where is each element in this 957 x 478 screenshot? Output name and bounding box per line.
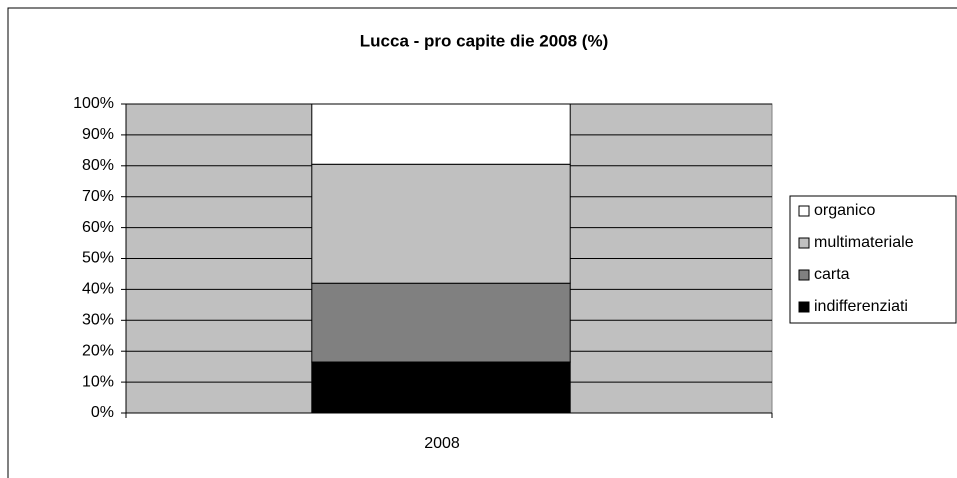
legend-box — [789, 195, 957, 324]
legend-swatch — [798, 301, 810, 313]
y-tick-label: 100% — [73, 95, 114, 112]
legend-label: organico — [814, 202, 875, 219]
y-tick-label: 70% — [82, 188, 114, 205]
x-tick-label: 2008 — [424, 435, 460, 452]
legend-swatch — [798, 269, 810, 281]
y-tick-label: 80% — [82, 157, 114, 174]
y-tick-label: 20% — [82, 342, 114, 359]
y-tick-label: 0% — [91, 404, 114, 421]
bar-segment — [311, 282, 571, 363]
legend-label: multimateriale — [814, 234, 914, 251]
y-tick-label: 40% — [82, 281, 114, 298]
chart-frame — [7, 7, 957, 478]
bar-segment — [311, 163, 571, 284]
y-tick-label: 50% — [82, 250, 114, 267]
legend-label: indifferenziati — [814, 298, 908, 315]
legend-swatch — [798, 205, 810, 217]
y-tick-label: 10% — [82, 373, 114, 390]
chart-title: Lucca - pro capite die 2008 (%) — [360, 31, 608, 50]
legend-label: carta — [814, 266, 850, 283]
y-tick-label: 30% — [82, 312, 114, 329]
bar-segment — [311, 103, 571, 165]
legend-swatch — [798, 237, 810, 249]
bar-segment — [311, 361, 571, 414]
y-tick-label: 90% — [82, 126, 114, 143]
y-tick-label: 60% — [82, 219, 114, 236]
